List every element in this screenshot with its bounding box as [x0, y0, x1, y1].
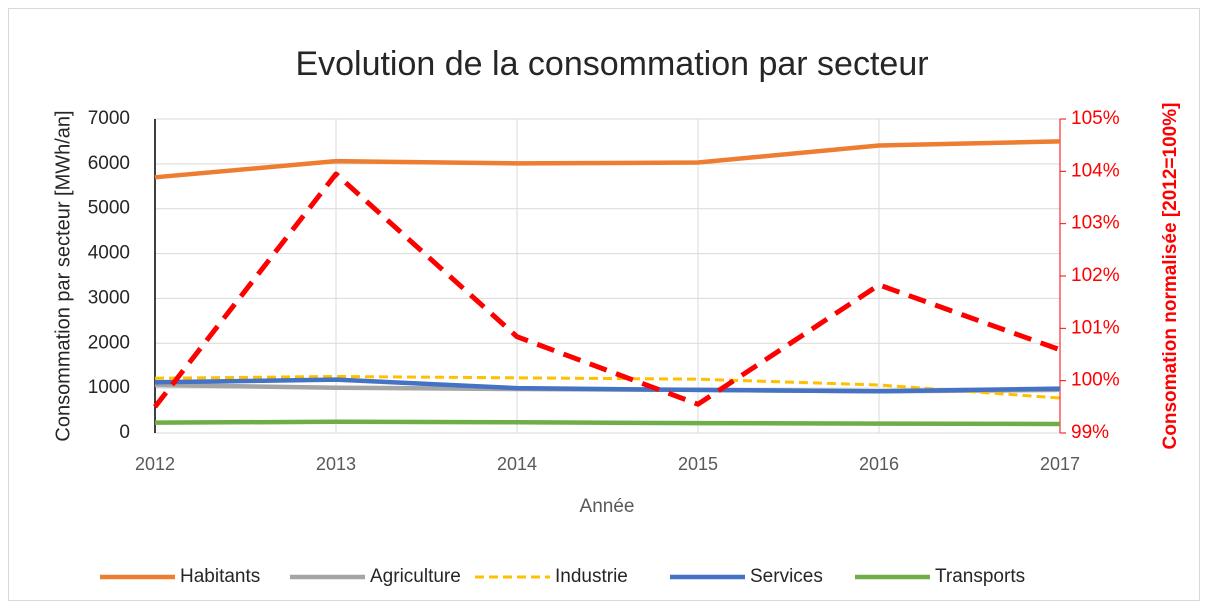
series-line — [153, 171, 1061, 409]
x-tick-label: 2012 — [135, 454, 175, 474]
x-axis-label: Année — [580, 496, 635, 517]
y2-tick-label: 99% — [1071, 422, 1109, 443]
series-line — [154, 419, 1061, 427]
x-tick-label: 2017 — [1040, 454, 1080, 474]
legend-label: Services — [750, 566, 823, 587]
x-tick-label: 2016 — [859, 454, 899, 474]
y2-tick-label: 104% — [1071, 160, 1120, 181]
legend-label: Transports — [935, 566, 1025, 587]
y-tick-label: 0 — [119, 422, 130, 443]
series-line — [154, 374, 1061, 400]
series-line — [154, 377, 1061, 394]
x-tick-label: 2013 — [316, 454, 356, 474]
x-tick-label: 2015 — [678, 454, 718, 474]
y-tick-label: 4000 — [88, 243, 130, 264]
legend-label: Agriculture — [370, 566, 461, 587]
y-axis-label: Consommation par secteur [MWh/an] — [52, 110, 74, 441]
y-tick-label: 3000 — [88, 287, 130, 308]
y2-tick-label: 102% — [1071, 265, 1120, 286]
y2-tick-label: 101% — [1071, 317, 1120, 338]
y2-tick-label: 100% — [1071, 370, 1120, 391]
chart-title: Evolution de la consommation par secteur — [295, 45, 928, 83]
y-tick-label: 6000 — [88, 153, 130, 174]
y-tick-label: 2000 — [88, 332, 130, 353]
legend-label: Industrie — [555, 566, 628, 587]
y-tick-label: 5000 — [88, 198, 130, 219]
legend-label: Habitants — [180, 566, 260, 587]
chart-border — [8, 8, 1200, 601]
y-tick-label: 7000 — [88, 108, 130, 129]
x-tick-label: 2014 — [497, 454, 537, 474]
y-tick-label: 1000 — [88, 377, 130, 398]
y2-tick-label: 103% — [1071, 213, 1120, 234]
y2-tick-label: 105% — [1071, 108, 1120, 129]
series-line — [154, 139, 1061, 180]
y2-axis-label: Consomation normalisée [2012=100%] — [1160, 103, 1181, 450]
